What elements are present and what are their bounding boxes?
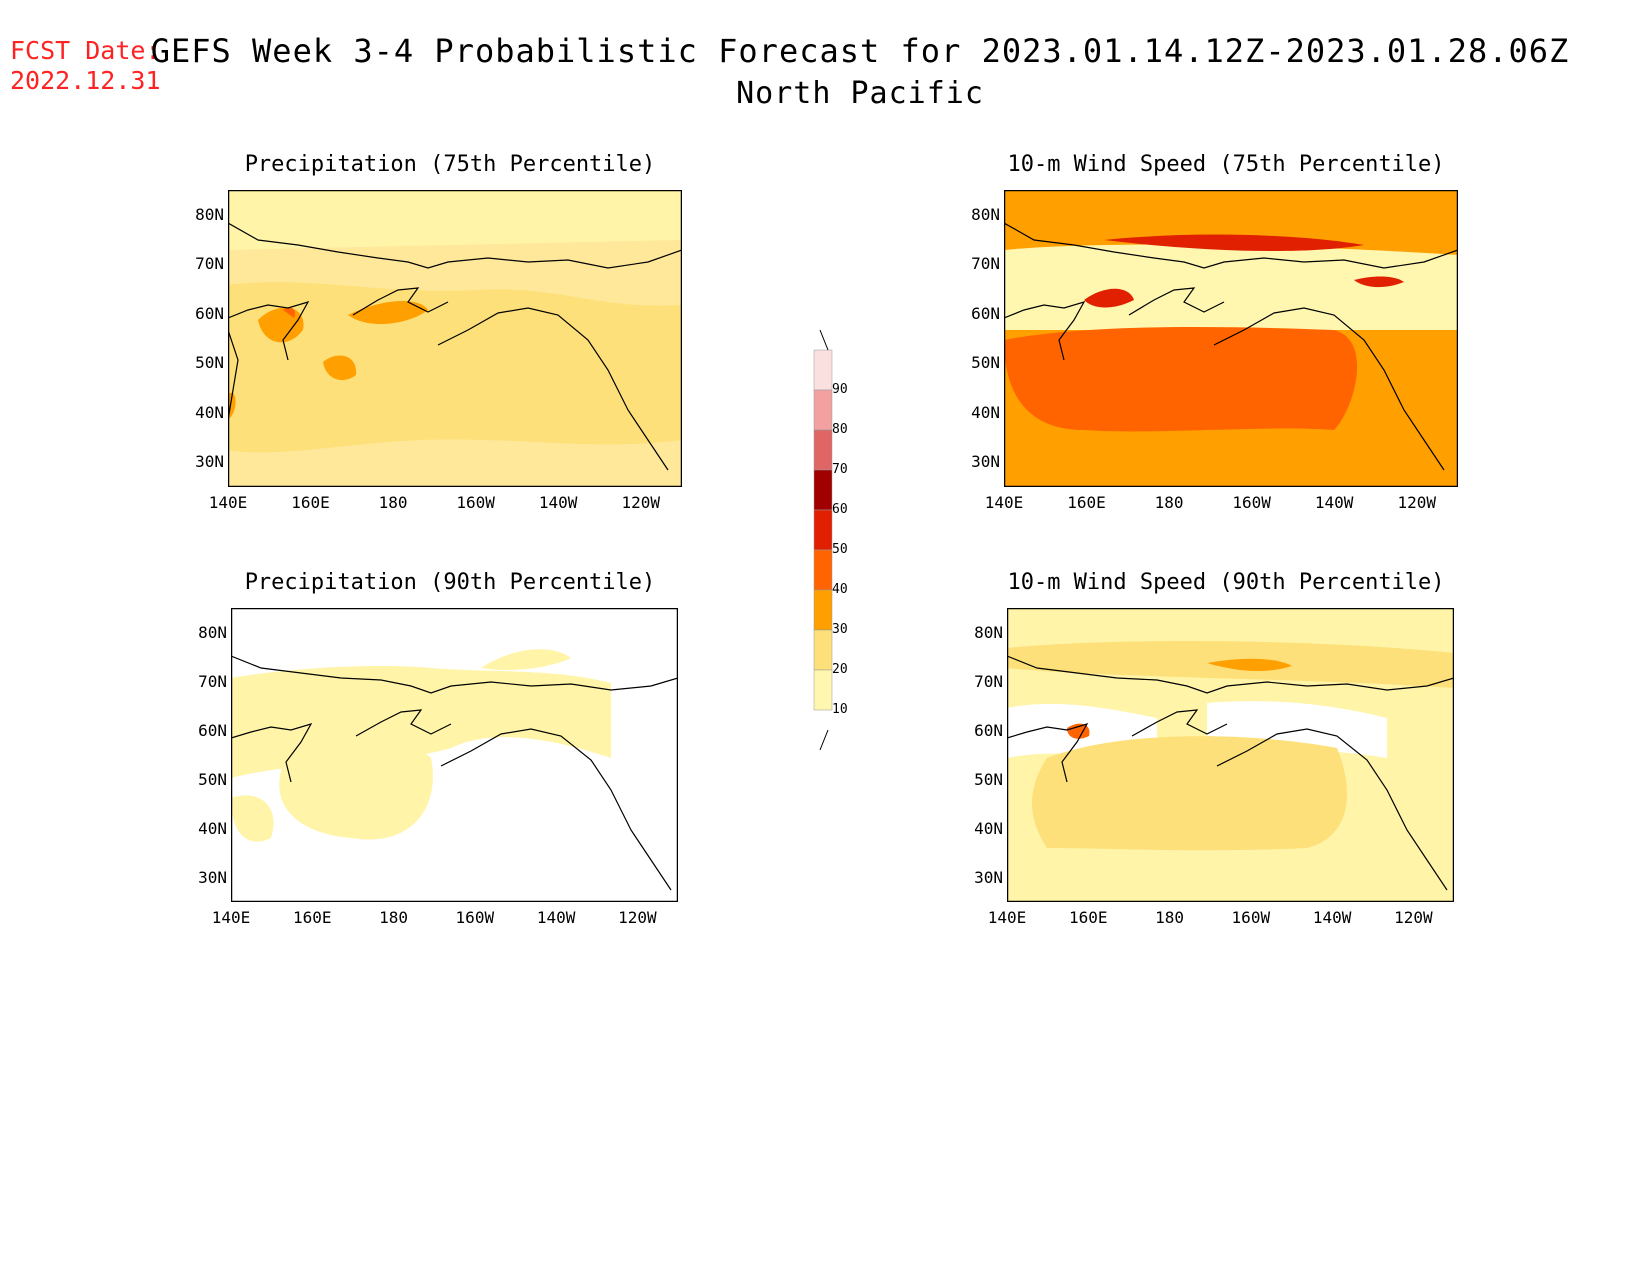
- lat-tick-label: 70N: [974, 671, 1003, 691]
- lon-tick-label: 120W: [618, 908, 657, 927]
- colorbar-tick-label: 50: [832, 542, 848, 557]
- lon-tick-label: 160W: [456, 493, 495, 512]
- wind-90-map: [1007, 608, 1454, 902]
- lat-tick-label: 50N: [974, 769, 1003, 789]
- lon-tick-label: 160E: [291, 493, 330, 512]
- lon-tick-label: 140E: [208, 493, 248, 512]
- colorbar-tick-label: 40: [832, 582, 848, 597]
- lon-tick-label: 180: [1154, 493, 1184, 512]
- lon-tick-label: 120W: [1397, 493, 1436, 512]
- panel-title: Precipitation (90th Percentile): [244, 570, 656, 595]
- colorbar-swatch: [813, 429, 833, 471]
- colorbar-swatch: [813, 589, 833, 631]
- colorbar-swatch: [813, 349, 833, 391]
- colorbar-swatch: [813, 469, 833, 511]
- lon-tick-label: 180: [1155, 908, 1184, 927]
- colorbar-swatch: [813, 629, 833, 671]
- panel-title: 10-m Wind Speed (90th Percentile): [1007, 570, 1445, 595]
- panel-title: Precipitation (75th Percentile): [244, 152, 656, 177]
- lon-tick-label: 160E: [293, 908, 332, 927]
- colorbar-tick-label: 80: [832, 422, 848, 437]
- lat-tick-label: 60N: [974, 720, 1003, 740]
- lat-tick-label: 40N: [971, 402, 1000, 422]
- lon-tick-label: 140E: [211, 908, 251, 927]
- colorbar-swatch: [813, 509, 833, 551]
- lat-tick-label: 30N: [198, 867, 227, 887]
- lat-tick-label: 30N: [195, 452, 224, 472]
- lat-tick-label: 60N: [195, 303, 224, 323]
- colorbar-swatch: [813, 549, 833, 591]
- colorbar-swatch: [813, 669, 833, 711]
- lon-tick-label: 160E: [1069, 908, 1108, 927]
- lat-tick-label: 60N: [198, 720, 227, 740]
- lat-tick-label: 80N: [971, 204, 1000, 224]
- precip-90-map: [231, 608, 678, 902]
- forecast-date-block: FCST Date: 2022.12.31: [10, 36, 161, 96]
- lon-tick-label: 140W: [1312, 908, 1352, 927]
- colorbar-tick-label: 60: [832, 502, 848, 517]
- lat-tick-label: 80N: [195, 204, 224, 224]
- lon-tick-label: 160W: [1232, 493, 1271, 512]
- lat-tick-label: 50N: [195, 353, 224, 373]
- lon-tick-label: 180: [378, 493, 408, 512]
- colorbar-tick-label: 10: [832, 702, 848, 717]
- lat-tick-label: 70N: [971, 254, 1000, 274]
- lat-tick-label: 60N: [971, 303, 1000, 323]
- wind-75-map: [1004, 190, 1458, 487]
- lon-tick-label: 160W: [1231, 908, 1271, 927]
- region-name: North Pacific: [736, 76, 984, 111]
- lon-tick-label: 180: [379, 908, 408, 927]
- lat-tick-label: 70N: [195, 254, 224, 274]
- lon-tick-label: 140W: [1314, 493, 1354, 512]
- lat-tick-label: 50N: [198, 769, 227, 789]
- lat-tick-label: 80N: [974, 622, 1003, 642]
- colorbar: [813, 330, 833, 750]
- lon-tick-label: 140E: [984, 493, 1024, 512]
- colorbar-tick-label: 20: [832, 662, 848, 677]
- lat-tick-label: 50N: [971, 353, 1000, 373]
- figure-title: GEFS Week 3-4 Probabilistic Forecast for…: [150, 32, 1570, 70]
- colorbar-tick-label: 30: [832, 622, 848, 637]
- lat-tick-label: 80N: [198, 622, 227, 642]
- lat-tick-label: 40N: [195, 402, 224, 422]
- colorbar-swatch: [813, 389, 833, 431]
- lon-tick-label: 120W: [1394, 908, 1433, 927]
- lon-tick-label: 140E: [987, 908, 1027, 927]
- lat-tick-label: 30N: [974, 867, 1003, 887]
- lon-tick-label: 160E: [1067, 493, 1106, 512]
- lon-tick-label: 140W: [538, 493, 578, 512]
- lon-tick-label: 160W: [455, 908, 495, 927]
- lat-tick-label: 40N: [198, 818, 227, 838]
- precip-75-map: [228, 190, 682, 487]
- colorbar-tick-label: 70: [832, 462, 848, 477]
- lat-tick-label: 40N: [974, 818, 1003, 838]
- forecast-date-value: 2022.12.31: [10, 66, 161, 95]
- panel-title: 10-m Wind Speed (75th Percentile): [1007, 152, 1445, 177]
- lat-tick-label: 30N: [971, 452, 1000, 472]
- lat-tick-label: 70N: [198, 671, 227, 691]
- colorbar-tick-label: 90: [832, 382, 848, 397]
- lon-tick-label: 120W: [621, 493, 660, 512]
- lon-tick-label: 140W: [536, 908, 576, 927]
- forecast-date-label: FCST Date:: [10, 36, 161, 65]
